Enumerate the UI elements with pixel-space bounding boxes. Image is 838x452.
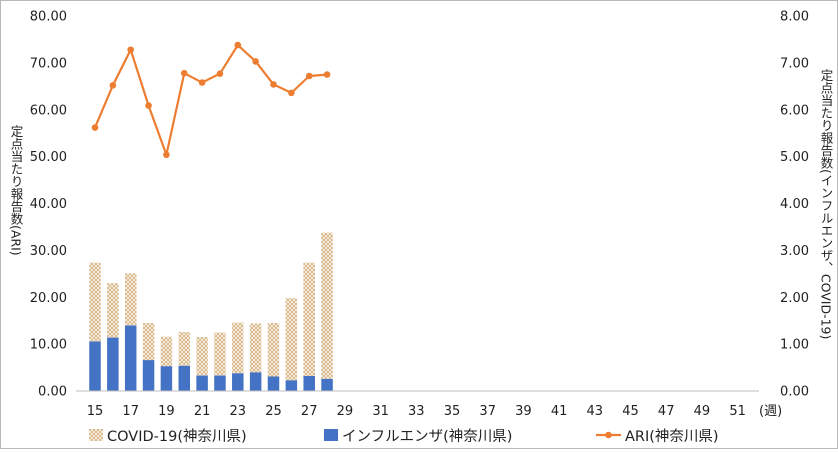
left-y-tick-label: 60.00	[30, 103, 67, 118]
x-tick-label: 37	[479, 404, 496, 419]
influenza-bar	[160, 366, 173, 391]
x-tick-label: 19	[158, 404, 175, 419]
ari-point	[91, 124, 99, 131]
influenza-bar	[267, 376, 280, 391]
influenza-bar	[249, 372, 262, 391]
influenza-bar	[196, 375, 208, 391]
covid-bar	[232, 322, 244, 374]
bars-layer	[89, 232, 333, 391]
legend: COVID-19(神奈川県) インフルエンザ(神奈川県) ARI(神奈川県)	[89, 428, 719, 445]
right-y-tick-label: 8.00	[780, 10, 809, 25]
x-tick-label: 49	[694, 404, 711, 419]
ari-point	[127, 46, 134, 54]
x-tick-label: 33	[408, 404, 425, 419]
covid-bar	[214, 332, 226, 376]
right-y-tick-label: 7.00	[780, 56, 809, 71]
left-y-tick-label: 70.00	[30, 56, 67, 71]
right-y-tick-label: 1.00	[780, 338, 809, 353]
x-tick-label: 29	[337, 404, 354, 419]
right-y-tick-label: 0.00	[780, 385, 809, 400]
right-y-tick-label: 2.00	[780, 291, 809, 306]
left-y-axis-title: 定点当たり報告数(ARI)	[9, 124, 24, 256]
x-tick-label: 35	[444, 404, 461, 419]
covid-bar	[285, 298, 298, 381]
ari-point	[180, 69, 188, 77]
covid-bar	[107, 283, 119, 338]
x-tick-label: 15	[87, 404, 104, 419]
covid-bar	[160, 336, 173, 367]
right-y-axis-title: 定点当たり報告数(インフルエンザ、COVID-19)	[819, 68, 834, 339]
influenza-bar	[232, 373, 244, 391]
ari-point	[163, 151, 170, 159]
x-tick-label: 51	[729, 404, 746, 419]
x-tick-label: 31	[372, 404, 389, 419]
ari-point	[145, 102, 152, 109]
influenza-bar	[107, 337, 119, 391]
ari-point	[216, 70, 224, 77]
legend-label-ari: ARI(神奈川県)	[625, 428, 719, 445]
covid-bar	[249, 323, 262, 373]
legend-label-covid: COVID-19(神奈川県)	[107, 428, 247, 445]
ari-point	[109, 82, 117, 89]
influenza-bar	[321, 378, 333, 391]
ari-point	[270, 81, 277, 88]
ari-point	[252, 58, 259, 65]
right-y-tick-label: 3.00	[780, 244, 809, 259]
influenza-bar	[303, 376, 315, 391]
legend-swatch-influenza	[324, 429, 338, 441]
axes-layer: 0.00 10.00 20.00 30.00 40.00 50.00 60.00 70.00 8…	[30, 10, 809, 420]
ari-point	[288, 89, 295, 97]
x-axis-unit-label: (週)	[759, 404, 782, 419]
x-tick-label: 45	[622, 404, 639, 419]
left-y-tick-label: 10.00	[30, 338, 67, 353]
left-y-tick-label: 30.00	[30, 244, 67, 259]
x-tick-label: 25	[265, 404, 282, 419]
covid-bar	[178, 331, 190, 366]
ari-point	[198, 79, 206, 86]
covid-bar	[303, 262, 315, 376]
covid-bar	[196, 337, 208, 376]
x-tick-label: 43	[587, 404, 604, 419]
right-y-tick-label: 6.00	[780, 103, 809, 118]
covid-bar	[142, 323, 155, 361]
ari-point	[234, 41, 242, 49]
left-y-tick-label: 20.00	[30, 291, 67, 306]
left-y-tick-label: 0.00	[38, 385, 67, 400]
legend-label-influenza: インフルエンザ(神奈川県)	[342, 428, 512, 445]
influenza-bar	[89, 341, 101, 391]
influenza-bar	[214, 375, 226, 391]
covid-bar	[124, 273, 137, 326]
covid-bar	[267, 323, 280, 377]
x-tick-label: 17	[122, 404, 139, 419]
legend-swatch-ari-marker	[605, 431, 612, 439]
left-y-tick-label: 50.00	[30, 150, 67, 165]
influenza-bar	[142, 360, 155, 391]
covid-bar	[89, 262, 101, 342]
x-tick-label: 47	[658, 404, 675, 419]
ari-line	[93, 43, 328, 156]
ari-line-layer	[91, 41, 331, 159]
ari-point	[323, 71, 331, 78]
covid-bar	[321, 232, 333, 379]
ari-point	[305, 72, 313, 80]
x-tick-label: 23	[230, 404, 247, 419]
influenza-bar	[178, 365, 190, 391]
x-tick-label: 27	[301, 404, 318, 419]
axis-titles-layer: 定点当たり報告数(ARI) 定点当たり報告数(インフルエンザ、COVID-19)	[9, 68, 834, 339]
x-tick-label: 39	[515, 404, 532, 419]
left-y-tick-label: 40.00	[30, 197, 67, 212]
x-tick-label: 41	[551, 404, 568, 419]
x-tick-label: 21	[194, 404, 211, 419]
right-y-tick-label: 5.00	[780, 150, 809, 165]
influenza-bar	[124, 325, 137, 391]
left-y-tick-label: 80.00	[30, 10, 67, 25]
legend-swatch-covid	[89, 429, 103, 441]
right-y-tick-label: 4.00	[780, 197, 809, 212]
influenza-bar	[285, 380, 298, 391]
